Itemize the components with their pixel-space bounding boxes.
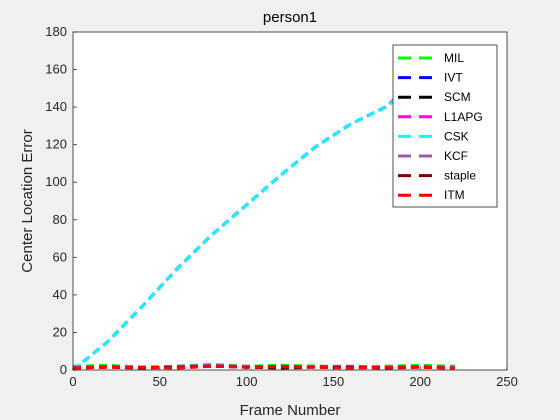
- legend-label: L1APG: [444, 110, 483, 124]
- legend-label: staple: [444, 169, 476, 183]
- x-tick-label: 200: [409, 374, 431, 389]
- legend-label: SCM: [444, 90, 471, 104]
- y-tick-label: 20: [53, 324, 67, 339]
- plot-frame: [72, 31, 508, 371]
- chart-title: person1: [263, 9, 317, 26]
- x-tick-label: 50: [153, 374, 167, 389]
- y-tick-label: 100: [45, 174, 67, 189]
- legend-label: ITM: [444, 188, 465, 202]
- legend: MIL IVT SCM L1APG CSK KCF staple ITM: [392, 44, 498, 208]
- x-tick-label: 100: [236, 374, 258, 389]
- y-tick-label: 80: [53, 212, 67, 227]
- legend-label: CSK: [444, 129, 469, 143]
- y-tick-label: 0: [60, 362, 67, 377]
- x-axis-label: Frame Number: [240, 402, 341, 419]
- ticks-layer: 0 50 100 150 200 250 0 20 40 60 80 100 120 140 160 180: [45, 24, 518, 389]
- y-tick-label: 180: [45, 24, 67, 39]
- legend-box: [392, 44, 498, 208]
- series-layer: [72, 90, 455, 372]
- y-tick-label: 40: [53, 287, 67, 302]
- y-tick-label: 160: [45, 62, 67, 77]
- y-tick-label: 60: [53, 249, 67, 264]
- x-tick-label: 250: [496, 374, 518, 389]
- legend-label: KCF: [444, 149, 468, 163]
- x-tick-label: 0: [69, 374, 76, 389]
- series-line-itm: [72, 364, 455, 370]
- y-axis-label: Center Location Error: [19, 129, 36, 272]
- legend-label: IVT: [444, 71, 463, 85]
- y-tick-label: 120: [45, 137, 67, 152]
- y-tick-label: 140: [45, 99, 67, 114]
- legend-label: MIL: [444, 51, 464, 65]
- series-line-csk: [72, 92, 404, 372]
- legend-items: MIL IVT SCM L1APG CSK KCF staple ITM: [398, 51, 483, 202]
- x-tick-label: 150: [323, 374, 345, 389]
